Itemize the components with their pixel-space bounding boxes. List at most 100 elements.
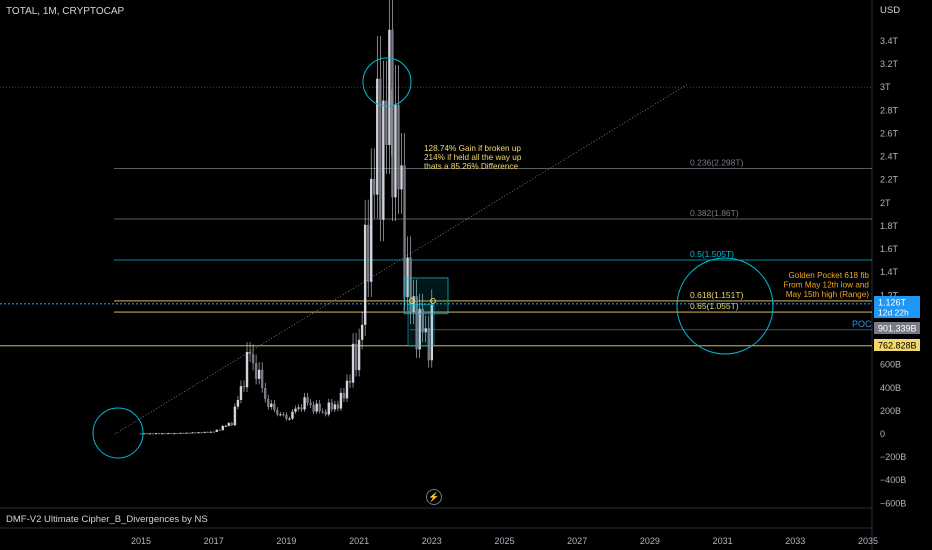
- candle-body: [242, 386, 246, 388]
- candle-body: [406, 257, 409, 298]
- range-box-lower: [407, 304, 435, 347]
- x-tick-label: 2019: [276, 536, 296, 546]
- candle-body: [218, 429, 221, 431]
- candle-body: [173, 433, 176, 435]
- y-tick-label: −400B: [880, 475, 906, 485]
- candle-body: [345, 380, 349, 399]
- x-tick-label: 2021: [349, 536, 369, 546]
- gain-annotation: 214% if held all the way up: [424, 153, 522, 162]
- candle-body: [179, 432, 182, 434]
- fib-label: 0.236(2.298T): [690, 157, 744, 167]
- candle-body: [427, 328, 430, 361]
- lightning-icon[interactable]: ⚡: [426, 489, 442, 505]
- candle-body: [157, 433, 161, 435]
- y-tick-label: 2.6T: [880, 128, 899, 138]
- candle-body: [354, 343, 358, 371]
- candle-body: [376, 78, 379, 195]
- candle-body: [351, 343, 355, 383]
- x-tick-label: 2029: [640, 536, 660, 546]
- low-value-tag: 762.828B: [878, 341, 917, 351]
- candle-body: [418, 308, 421, 350]
- candle-body: [366, 224, 370, 282]
- fib-label: 0.618(1.151T): [690, 290, 744, 300]
- y-tick-label: 3T: [880, 82, 891, 92]
- candle-body: [327, 402, 331, 415]
- candle-body: [294, 408, 297, 412]
- golden-pocket-circle: [676, 257, 774, 355]
- gain-annotation: thats a 85.26% Difference: [424, 162, 519, 171]
- poc-value-tag-bg: [874, 322, 920, 334]
- y-tick-label: 1.6T: [880, 244, 899, 254]
- candle-body: [176, 433, 179, 435]
- y-tick-label: 0: [880, 429, 885, 439]
- y-tick-label: 200B: [880, 406, 901, 416]
- range-marker: [430, 298, 436, 304]
- candle-body: [370, 178, 373, 282]
- candle-body: [321, 411, 324, 413]
- candle-body: [309, 402, 312, 405]
- x-tick-label: 2015: [131, 536, 151, 546]
- gain-annotation: 128.74% Gain if broken up: [424, 144, 521, 153]
- low-value-tag-bg: [874, 339, 920, 351]
- candle-body: [288, 418, 291, 420]
- candle-body: [318, 403, 321, 412]
- candle-body: [151, 433, 155, 435]
- candle-body: [285, 414, 288, 420]
- candle-body: [394, 104, 397, 198]
- candle-body: [276, 409, 279, 415]
- candle-body: [167, 433, 170, 435]
- candle-body: [330, 402, 334, 410]
- poc-label: POC: [852, 319, 872, 329]
- candle-body: [348, 380, 352, 383]
- price-axis-currency: USD: [880, 5, 900, 16]
- x-tick-label: 2027: [567, 536, 587, 546]
- candle-body: [200, 432, 203, 434]
- candle-body: [415, 296, 418, 350]
- candle-body: [397, 104, 400, 190]
- candle-body: [360, 324, 364, 340]
- candle-body: [282, 414, 285, 416]
- candle-body: [424, 328, 427, 333]
- candle-body: [400, 165, 403, 190]
- y-tick-label: 2.4T: [880, 152, 899, 162]
- candle-body: [215, 429, 218, 433]
- candle-body: [363, 224, 367, 325]
- candle-body: [412, 296, 415, 313]
- candle-body: [203, 431, 206, 433]
- top-circle: [362, 57, 412, 107]
- candle-body: [273, 403, 276, 410]
- y-tick-label: 1.2T: [880, 290, 899, 300]
- candle-body: [315, 403, 318, 412]
- candle-body: [430, 305, 433, 361]
- y-tick-label: 1.4T: [880, 267, 899, 277]
- candle-body: [170, 433, 173, 435]
- candle-body: [312, 404, 315, 412]
- candle-body: [263, 388, 267, 399]
- candle-body: [209, 431, 212, 433]
- candle-body: [421, 308, 424, 333]
- candle-body: [139, 433, 143, 435]
- candle-body: [212, 431, 215, 433]
- y-tick-label: −200B: [880, 452, 906, 462]
- candle-body: [148, 433, 152, 435]
- candle-body: [154, 433, 158, 435]
- x-tick-label: 2017: [204, 536, 224, 546]
- candle-body: [254, 363, 258, 379]
- candle-body: [339, 392, 343, 409]
- candle-body: [267, 398, 270, 408]
- candle-body: [373, 178, 376, 195]
- y-tick-label: 600B: [880, 360, 901, 370]
- x-tick-label: 2033: [785, 536, 805, 546]
- candle-body: [185, 432, 188, 434]
- y-tick-label: 400B: [880, 383, 901, 393]
- fib-label: 0.5(1.505T): [690, 249, 734, 259]
- candle-body: [245, 351, 249, 388]
- candle-body: [164, 433, 167, 435]
- candle-body: [333, 404, 337, 410]
- candle-body: [191, 432, 194, 434]
- indicator-label[interactable]: DMF-V2 Ultimate Cipher_B_Divergences by …: [6, 514, 208, 525]
- candle-body: [385, 100, 388, 146]
- candle-body: [303, 397, 306, 410]
- candle-body: [233, 406, 237, 426]
